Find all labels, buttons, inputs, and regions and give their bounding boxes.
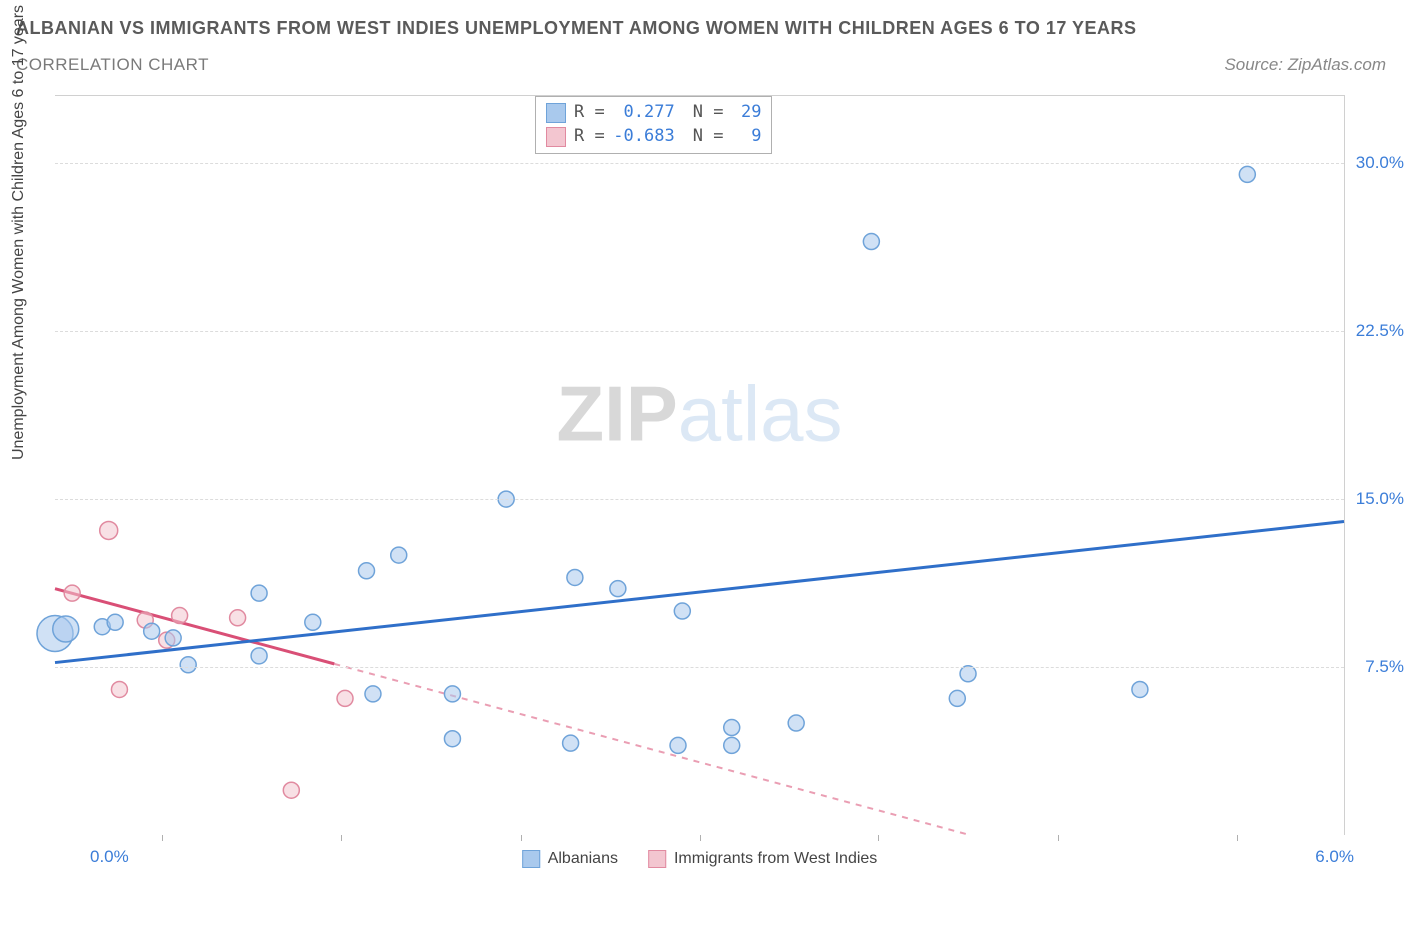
trend-line-albanians: [55, 521, 1344, 662]
legend-label-west-indies: Immigrants from West Indies: [674, 850, 877, 868]
y-tick-label: 22.5%: [1356, 321, 1404, 341]
bottom-legend: Albanians Immigrants from West Indies: [522, 850, 878, 868]
data-point-albanians: [567, 569, 583, 585]
data-point-albanians: [960, 666, 976, 682]
data-point-albanians: [674, 603, 690, 619]
data-point-west-indies: [283, 782, 299, 798]
data-point-albanians: [863, 234, 879, 250]
legend-swatch-albanians: [522, 850, 540, 868]
data-point-albanians: [359, 563, 375, 579]
plot-area: ZIPatlas R = 0.277 N = 29 R = -0.683 N =…: [55, 95, 1345, 835]
x-axis-min-label: 0.0%: [90, 847, 129, 867]
source-attribution: Source: ZipAtlas.com: [1224, 55, 1386, 75]
data-point-albanians: [788, 715, 804, 731]
data-point-albanians: [305, 614, 321, 630]
x-axis-max-label: 6.0%: [1315, 847, 1354, 867]
data-point-albanians: [563, 735, 579, 751]
data-point-albanians: [670, 737, 686, 753]
x-tick: [1058, 835, 1059, 841]
data-point-albanians: [107, 614, 123, 630]
data-point-albanians: [1132, 681, 1148, 697]
x-tick: [521, 835, 522, 841]
x-tick: [162, 835, 163, 841]
data-point-albanians: [610, 581, 626, 597]
data-point-albanians: [724, 737, 740, 753]
legend-label-albanians: Albanians: [548, 850, 618, 868]
data-point-west-indies: [100, 521, 118, 539]
data-point-albanians: [53, 616, 79, 642]
data-point-albanians: [144, 623, 160, 639]
chart-svg: [55, 96, 1344, 835]
y-axis-label: Unemployment Among Women with Children A…: [10, 5, 28, 460]
chart-subtitle: CORRELATION CHART: [16, 55, 209, 75]
data-point-west-indies: [172, 608, 188, 624]
data-point-west-indies: [64, 585, 80, 601]
data-point-west-indies: [111, 681, 127, 697]
legend-swatch-west-indies: [648, 850, 666, 868]
data-point-albanians: [444, 686, 460, 702]
data-point-albanians: [251, 648, 267, 664]
gridline: [55, 499, 1344, 500]
data-point-albanians: [365, 686, 381, 702]
gridline: [55, 331, 1344, 332]
y-tick-label: 15.0%: [1356, 489, 1404, 509]
data-point-west-indies: [337, 690, 353, 706]
data-point-albanians: [165, 630, 181, 646]
trend-line-dashed-west-indies: [334, 664, 969, 835]
data-point-albanians: [1239, 166, 1255, 182]
data-point-albanians: [444, 731, 460, 747]
gridline: [55, 163, 1344, 164]
x-tick: [1237, 835, 1238, 841]
data-point-west-indies: [230, 610, 246, 626]
data-point-albanians: [251, 585, 267, 601]
x-tick: [878, 835, 879, 841]
gridline: [55, 667, 1344, 668]
data-point-albanians: [724, 720, 740, 736]
data-point-albanians: [180, 657, 196, 673]
x-tick: [341, 835, 342, 841]
legend-item-albanians: Albanians: [522, 850, 618, 868]
data-point-albanians: [949, 690, 965, 706]
data-point-albanians: [391, 547, 407, 563]
chart-title: ALBANIAN VS IMMIGRANTS FROM WEST INDIES …: [16, 18, 1137, 39]
x-tick: [700, 835, 701, 841]
legend-item-west-indies: Immigrants from West Indies: [648, 850, 877, 868]
y-tick-label: 30.0%: [1356, 153, 1404, 173]
y-tick-label: 7.5%: [1365, 657, 1404, 677]
